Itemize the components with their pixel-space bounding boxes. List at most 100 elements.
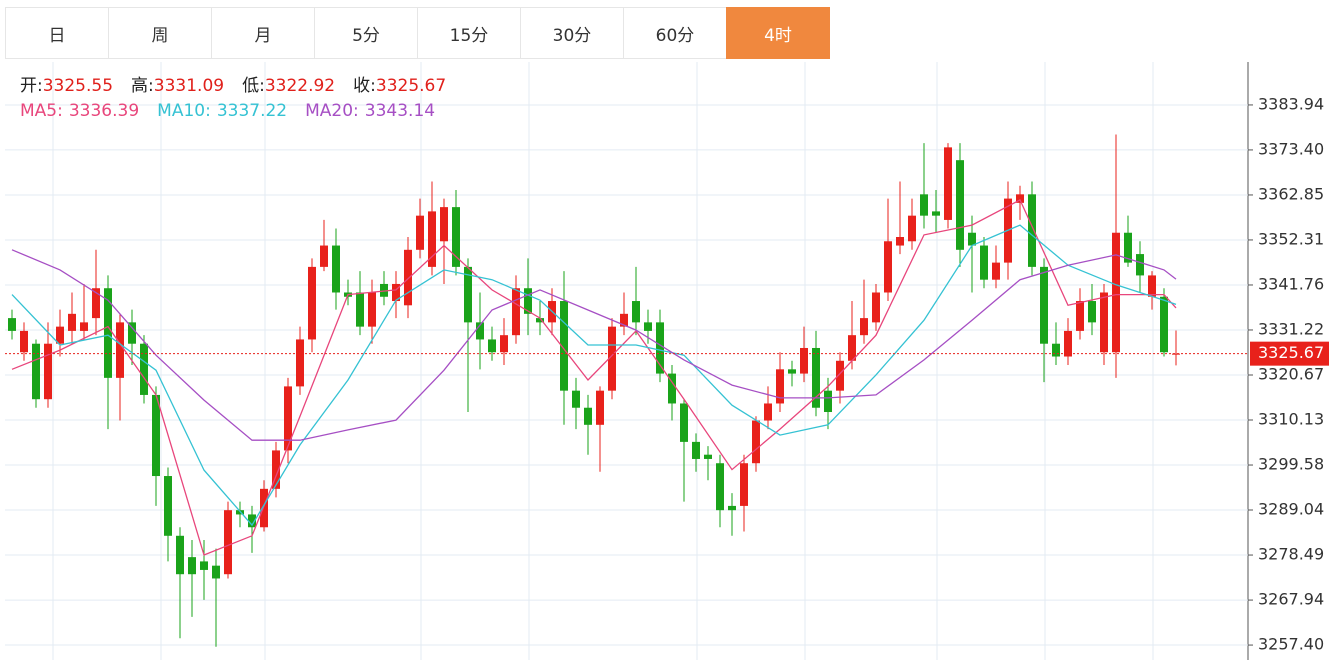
candle-body <box>860 318 868 336</box>
ohlc-label: 高: <box>131 76 154 96</box>
candle-body <box>8 318 16 331</box>
candle-body <box>296 339 304 387</box>
candle-body <box>788 369 796 374</box>
ohlc-label: 开: <box>20 76 43 96</box>
candle-body <box>812 347 820 408</box>
ohlc-label: 低: <box>242 76 265 96</box>
candle-body <box>56 326 64 344</box>
candle-body <box>1124 232 1132 263</box>
y-tick-label: 3331.22 <box>1258 319 1324 338</box>
candle-body <box>692 441 700 459</box>
ma-line <box>11 249 1177 441</box>
candle-body <box>176 535 184 575</box>
candle-body <box>620 313 628 327</box>
y-tick-label: 3341.76 <box>1258 274 1324 293</box>
candle-body <box>524 288 532 314</box>
candle-body <box>884 241 892 293</box>
period-tab[interactable]: 5分 <box>314 7 418 59</box>
legend-value: 3337.22 <box>216 101 288 121</box>
ohlc-item: 开:3325.55 <box>20 74 113 99</box>
candle-body <box>800 347 808 374</box>
candle-body <box>1040 266 1048 344</box>
ma-line <box>11 199 1177 556</box>
ohlc-row: 开:3325.55 高:3331.09 低:3322.92 收:3325.67 <box>20 74 446 99</box>
candle-body <box>152 394 160 477</box>
candle-body <box>356 292 364 327</box>
candle-body <box>224 510 232 575</box>
candle-body <box>932 211 940 216</box>
candle-body <box>272 450 280 489</box>
candle-body <box>380 283 388 297</box>
period-tab[interactable]: 30分 <box>520 7 624 59</box>
candle-body <box>440 207 448 242</box>
candle-body <box>164 476 172 536</box>
candle-body <box>1112 232 1120 353</box>
ma-row: MA5: 3336.39 MA10: 3337.22 MA20: 3343.14 <box>20 99 446 124</box>
candle-body <box>728 505 736 511</box>
y-tick-label: 3267.94 <box>1258 590 1324 609</box>
candle-body <box>944 147 952 220</box>
candle-body <box>1148 275 1156 297</box>
y-tick-label: 3299.58 <box>1258 455 1324 474</box>
last-price-label: 3325.67 <box>1258 343 1324 362</box>
candle-body <box>248 514 256 528</box>
candle-body <box>416 215 424 250</box>
legend-name: MA20: <box>305 101 359 121</box>
ma-line <box>11 224 1177 527</box>
period-tab[interactable]: 日 <box>5 7 109 59</box>
candle-body <box>980 245 988 280</box>
ohlc-value: 3325.67 <box>375 76 447 96</box>
candle-body <box>764 403 772 421</box>
y-tick-label: 3310.13 <box>1258 409 1324 428</box>
period-tab[interactable]: 月 <box>211 7 315 59</box>
candle-body <box>536 318 544 323</box>
y-tick-label: 3320.67 <box>1258 365 1324 384</box>
candle-body <box>452 207 460 267</box>
period-tab[interactable]: 60分 <box>623 7 727 59</box>
candle-body <box>500 335 508 353</box>
candle-body <box>212 565 220 579</box>
candle-body <box>140 343 148 395</box>
last-price-box <box>1250 341 1329 366</box>
candle-body <box>668 373 676 404</box>
candle-body <box>116 322 124 378</box>
candle-body <box>656 322 664 374</box>
candle-body <box>80 322 88 331</box>
candles <box>8 134 1180 647</box>
candle-body <box>488 339 496 353</box>
candle-body <box>1100 292 1108 353</box>
y-tick-label: 3373.40 <box>1258 139 1324 158</box>
candle-body <box>632 301 640 323</box>
ohlc-value: 3322.92 <box>264 76 336 96</box>
period-tab[interactable]: 周 <box>108 7 212 59</box>
candle-body <box>596 390 604 425</box>
candle-body <box>1016 194 1024 203</box>
ohlc-label: 收: <box>353 76 376 96</box>
legend-name: MA10: <box>157 101 211 121</box>
period-tab[interactable]: 15分 <box>417 7 521 59</box>
candle-body <box>968 232 976 246</box>
info-panel: 开:3325.55 高:3331.09 低:3322.92 收:3325.67 MA5… <box>20 74 446 124</box>
legend-item: MA20: 3343.14 <box>305 99 435 124</box>
candle-body <box>1136 254 1144 276</box>
candle-body <box>92 288 100 319</box>
period-tabs: 日周月 5分 15分 30分 60分 4时 <box>5 7 830 59</box>
period-tab[interactable]: 4时 <box>726 7 830 59</box>
y-tick-label: 3278.49 <box>1258 545 1324 564</box>
y-tick-label: 3257.40 <box>1258 635 1324 654</box>
candle-body <box>260 488 268 528</box>
candle-body <box>824 390 832 413</box>
candle-body <box>368 292 376 327</box>
candle-body <box>320 245 328 267</box>
candle-body <box>44 343 52 400</box>
candle-body <box>956 160 964 250</box>
candle-body <box>188 557 196 575</box>
ohlc-item: 高:3331.09 <box>131 74 224 99</box>
candle-body <box>428 211 436 267</box>
candle-body <box>1160 296 1168 353</box>
candle-body <box>512 288 520 336</box>
legend-value: 3343.14 <box>364 101 436 121</box>
candle-body <box>332 245 340 293</box>
candle-body <box>128 322 136 344</box>
